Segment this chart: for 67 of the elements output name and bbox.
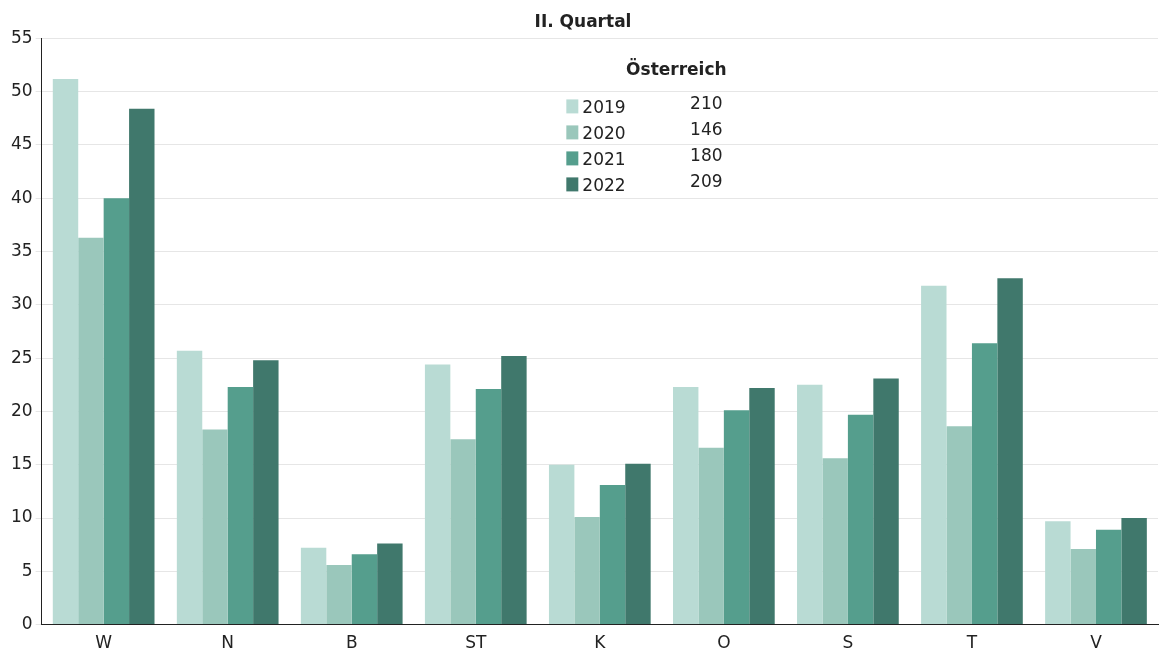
y-tick-label: 45 [10,133,33,154]
x-tick-label: W [95,632,113,653]
legend-label: 2020 [582,122,626,143]
bar [501,356,527,625]
legend-label: 2019 [582,96,626,117]
annotation: 209 [690,170,723,191]
bar [176,350,203,625]
bar [673,386,699,625]
bar [202,429,228,625]
bar [78,237,104,625]
bar [548,464,575,625]
bar [129,108,155,625]
bar [351,554,378,625]
y-tick-label: 35 [10,239,33,260]
bar [475,389,502,625]
y-tick-label: 20 [10,399,33,420]
bar [822,458,848,625]
x-tick-label: T [965,632,978,653]
y-tick-label: 30 [10,293,33,314]
bar [1070,548,1096,625]
bar [1095,529,1122,625]
y-tick-label: 10 [10,506,33,527]
x-tick-label: V [1090,632,1103,653]
bar [574,516,600,625]
bar [599,484,626,625]
y-tick-label: 0 [21,613,33,634]
annotation: 146 [690,118,723,139]
bar [1121,518,1147,625]
bar [946,426,972,625]
x-tick-label: O [717,632,731,653]
bar [52,78,79,625]
y-tick-label: 15 [10,453,33,474]
bar [847,414,874,625]
bar [797,384,823,625]
bar [625,463,651,625]
bar [424,364,451,625]
legend-title: Österreich [626,57,727,79]
legend-label: 2022 [582,174,626,195]
bar [326,564,352,625]
bar [377,543,403,625]
bar [723,410,750,625]
bar [921,285,947,625]
annotation: 180 [690,144,723,165]
y-tick-label: 25 [10,346,33,367]
bar [873,378,899,625]
bar [1045,521,1071,625]
bar [450,439,476,625]
y-tick-label: 40 [10,186,33,207]
bar [698,447,724,625]
annotation: 210 [690,92,723,113]
x-tick-label: B [345,632,358,653]
y-tick-label: 55 [10,26,33,47]
bar [227,386,254,625]
bar [997,278,1023,625]
bar [253,360,279,625]
bar [749,387,775,625]
bar [971,343,998,625]
y-tick-label: 50 [10,80,33,101]
x-tick-label: ST [465,632,487,653]
legend-label: 2021 [582,148,626,169]
x-tick-label: S [842,632,854,653]
y-tick-label: 5 [21,559,33,580]
x-tick-label: K [594,632,607,653]
x-tick-label: N [221,632,235,653]
bar [300,547,327,625]
chart-title: II. Quartal [534,10,632,31]
bar [103,198,130,625]
